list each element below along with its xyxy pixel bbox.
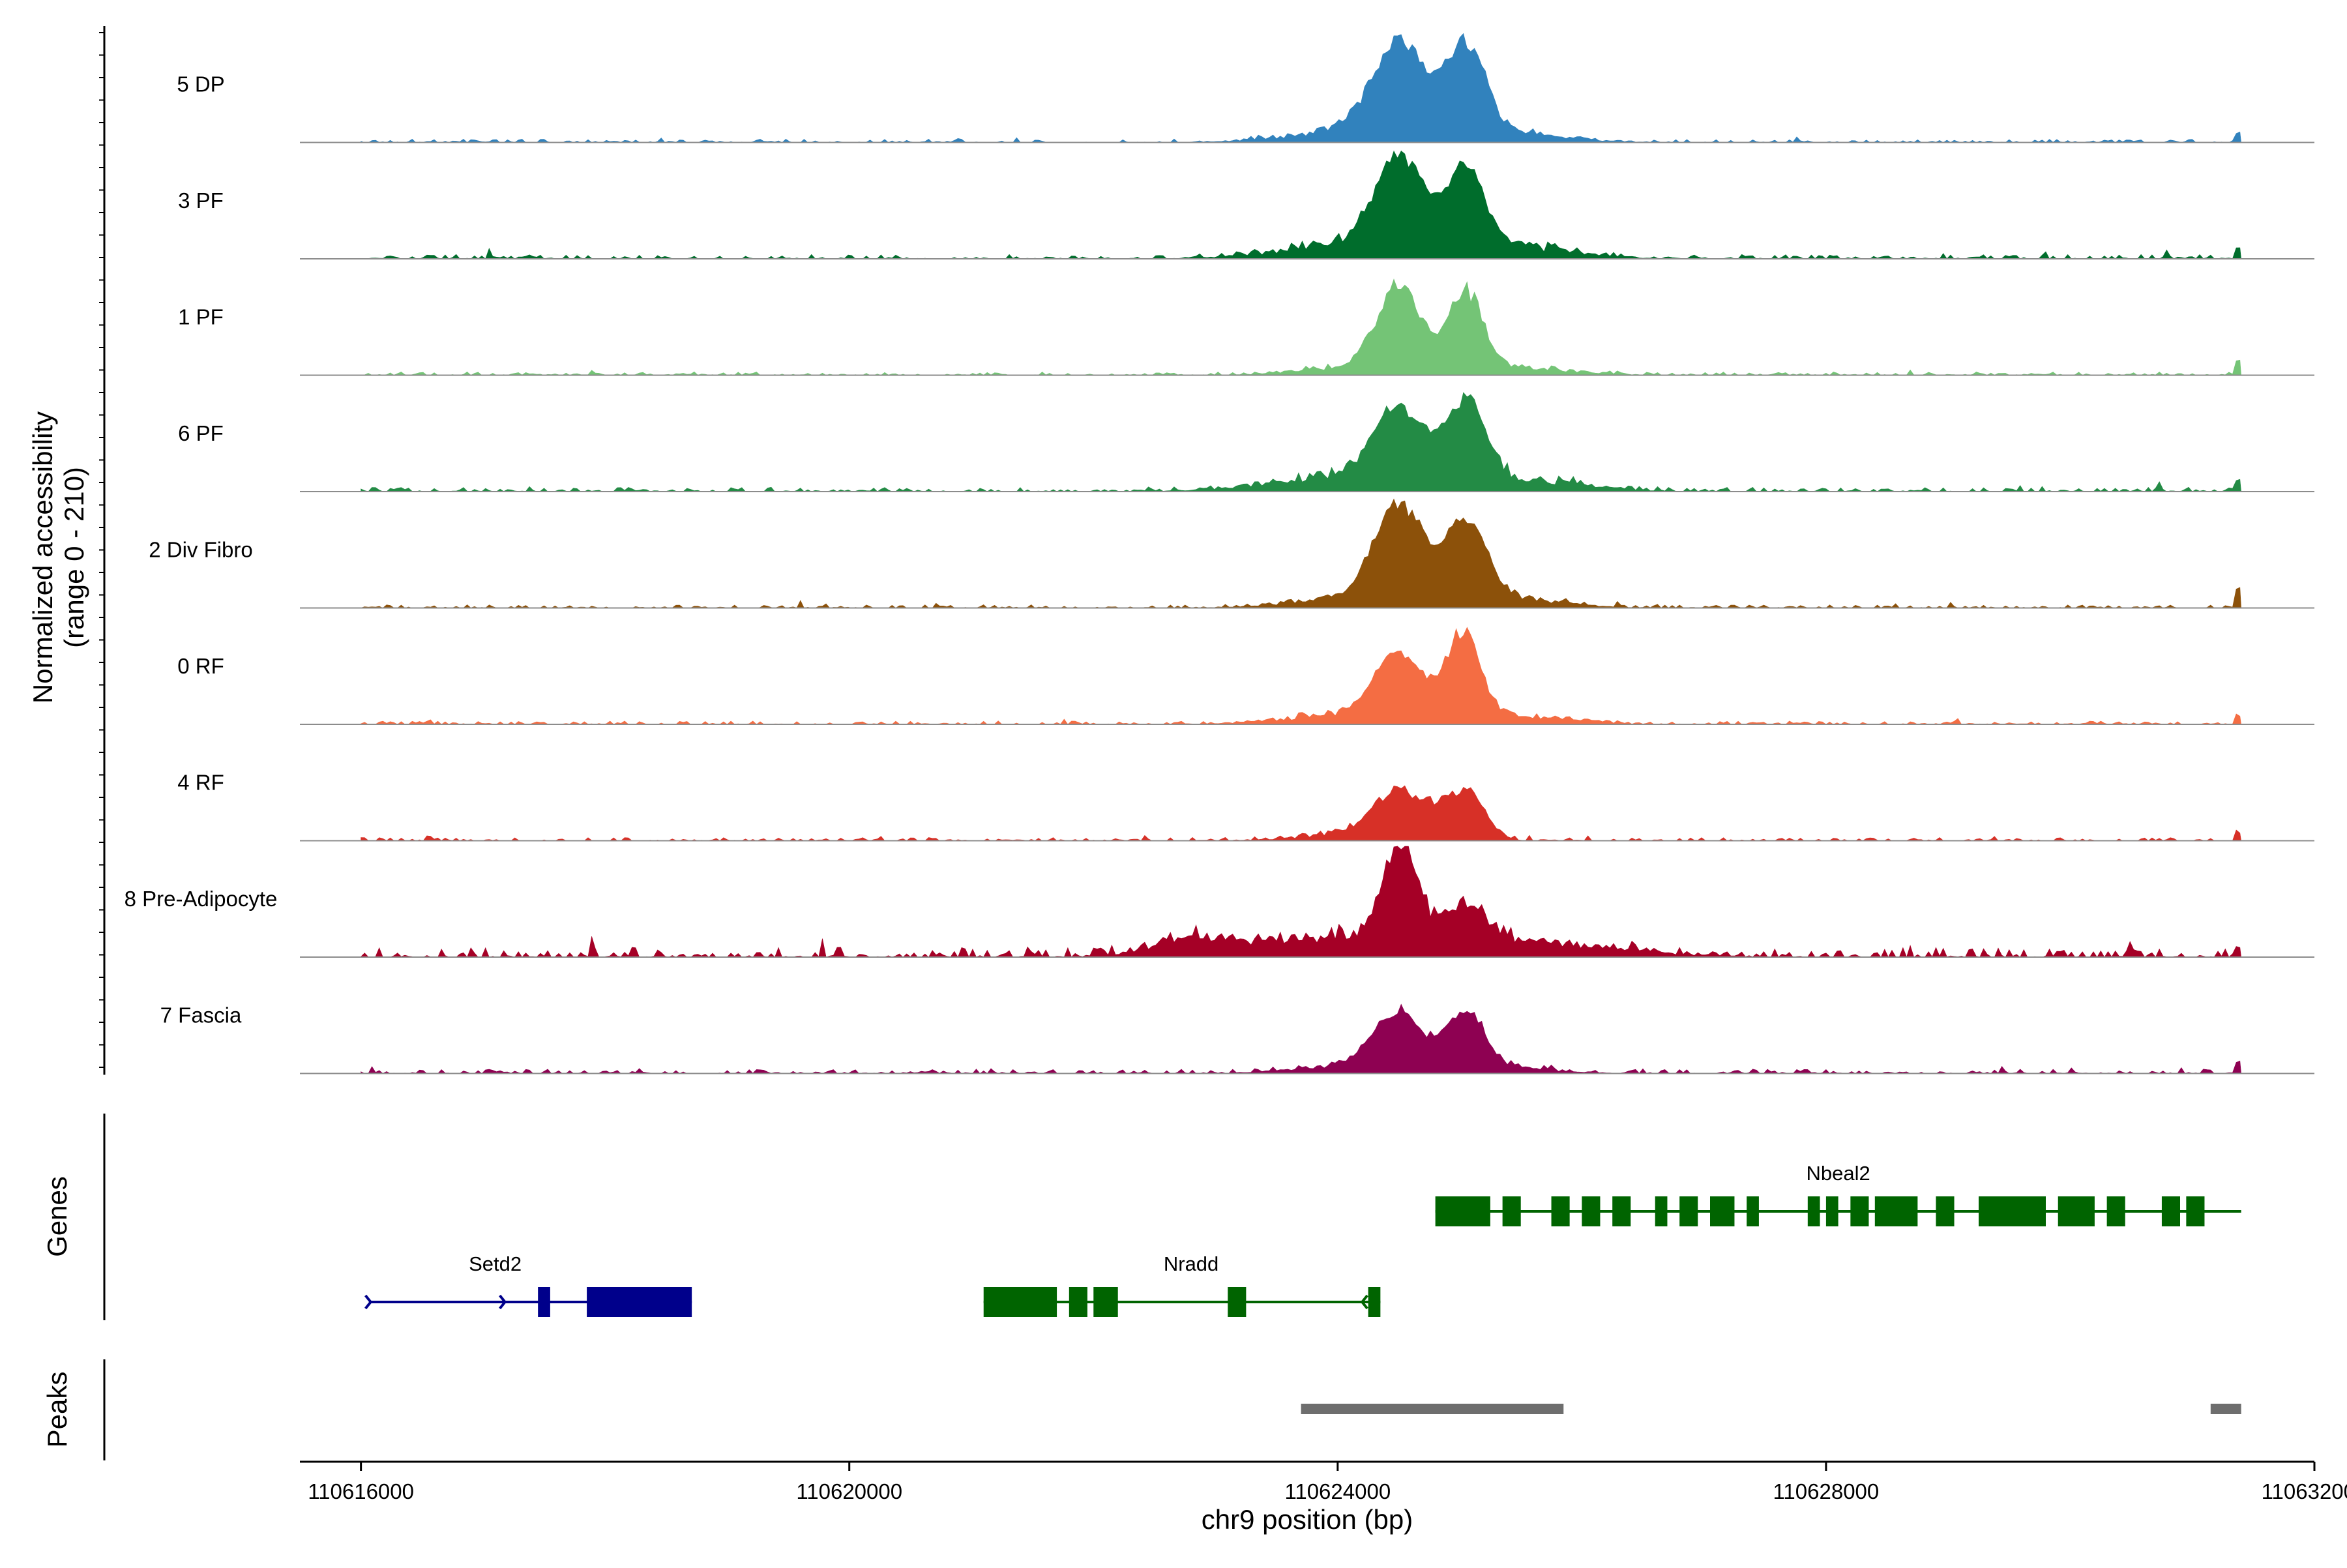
gene-exon	[1807, 1196, 1820, 1226]
coverage-area-2-div-fibro	[361, 498, 2241, 608]
gene-exon	[1679, 1196, 1698, 1226]
gene-exon	[2106, 1196, 2125, 1226]
track-label: 0 RF	[177, 654, 224, 678]
x-axis: 110616000 110620000 110624000 110628000 1106…	[300, 1460, 2347, 1535]
gene-exon	[983, 1287, 1057, 1317]
track-label: 4 RF	[177, 771, 224, 795]
gene-exon	[2058, 1196, 2095, 1226]
coverage-area-4-rf	[361, 785, 2241, 841]
gene-label: Nradd	[1164, 1252, 1218, 1275]
gene-exon	[2161, 1196, 2180, 1226]
gene-exon	[1747, 1196, 1759, 1226]
gene-exon	[587, 1287, 692, 1317]
coverage-area-1-pf	[361, 278, 2241, 376]
strand-arrow	[1906, 1204, 1914, 1219]
coverage-area-0-rf	[361, 627, 2241, 725]
gene-exon	[2186, 1196, 2205, 1226]
peaks-track-label: Peaks	[42, 1372, 72, 1448]
gene-label: Nbeal2	[1807, 1162, 1870, 1185]
track-label: 7 Fascia	[160, 1003, 242, 1028]
coverage-area-7-fascia	[361, 1003, 2241, 1074]
gene-exon	[1551, 1196, 1570, 1226]
gene-exon	[1936, 1196, 1955, 1226]
track-label: 2 Div Fibro	[149, 538, 253, 562]
x-tick-label: 110632000	[2262, 1479, 2347, 1503]
gene-exon	[1368, 1287, 1381, 1317]
peak-region	[1301, 1404, 1564, 1414]
strand-arrow	[364, 1294, 373, 1310]
gene-nbeal2: Nbeal2	[1435, 1162, 2241, 1226]
gene-exon	[538, 1287, 550, 1317]
gene-exon	[1850, 1196, 1869, 1226]
track-label: 8 Pre-Adipocyte	[125, 887, 278, 911]
y-axis-title-line: (range 0 - 210)	[59, 467, 89, 648]
gene-exon	[1979, 1196, 2046, 1226]
track-label: 1 PF	[178, 305, 224, 329]
coverage-area-5-dp	[361, 33, 2241, 143]
gene-setd2: Setd2	[364, 1252, 692, 1317]
gene-exon	[1069, 1287, 1087, 1317]
peak-region	[2210, 1404, 2241, 1414]
x-tick-label: 110628000	[1773, 1479, 1880, 1503]
gene-exon	[1228, 1287, 1247, 1317]
gene-exon	[1612, 1196, 1631, 1226]
gene-exon	[1435, 1196, 1490, 1226]
strand-arrow	[499, 1294, 507, 1310]
x-tick-label: 110620000	[796, 1479, 902, 1503]
gene-exon	[1655, 1196, 1668, 1226]
gene-exon	[1502, 1196, 1521, 1226]
gene-exon	[1582, 1196, 1601, 1226]
y-axis-title-line: Normalized accessibility	[27, 411, 58, 703]
gene-exon	[1874, 1196, 1918, 1226]
coverage-area-6-pf	[361, 392, 2241, 492]
track-label: 5 DP	[177, 72, 224, 96]
x-tick-label: 110624000	[1284, 1479, 1391, 1503]
coverage-area-3-pf	[361, 150, 2241, 259]
genes-track: Genes Setd2 Nradd Nbeal2	[42, 1114, 2241, 1320]
y-axis-title: Normalized accessibility(range 0 - 210)	[27, 411, 89, 703]
coverage-tracks: 5 DP 3 PF 1 PF 6 PF 2 Div Fibro 0 RF 4 RF 8 Pre…	[125, 33, 2314, 1074]
gene-exon	[1093, 1287, 1118, 1317]
track-label: 3 PF	[178, 188, 224, 213]
track-label: 6 PF	[178, 421, 224, 445]
x-tick-label: 110616000	[308, 1479, 414, 1503]
x-axis-title: chr9 position (bp)	[1202, 1504, 1413, 1535]
y-axis: Normalized accessibility(range 0 - 210)	[27, 26, 106, 1075]
strand-arrow	[1360, 1294, 1368, 1310]
coverage-area-8-pre-adipocyte	[361, 846, 2241, 958]
gene-label: Setd2	[469, 1252, 522, 1275]
gene-exon	[1825, 1196, 1838, 1226]
peaks-track: Peaks	[42, 1359, 2241, 1460]
gene-exon	[1710, 1196, 1735, 1226]
gene-nradd: Nradd	[983, 1252, 1381, 1317]
genes-track-label: Genes	[42, 1176, 72, 1257]
